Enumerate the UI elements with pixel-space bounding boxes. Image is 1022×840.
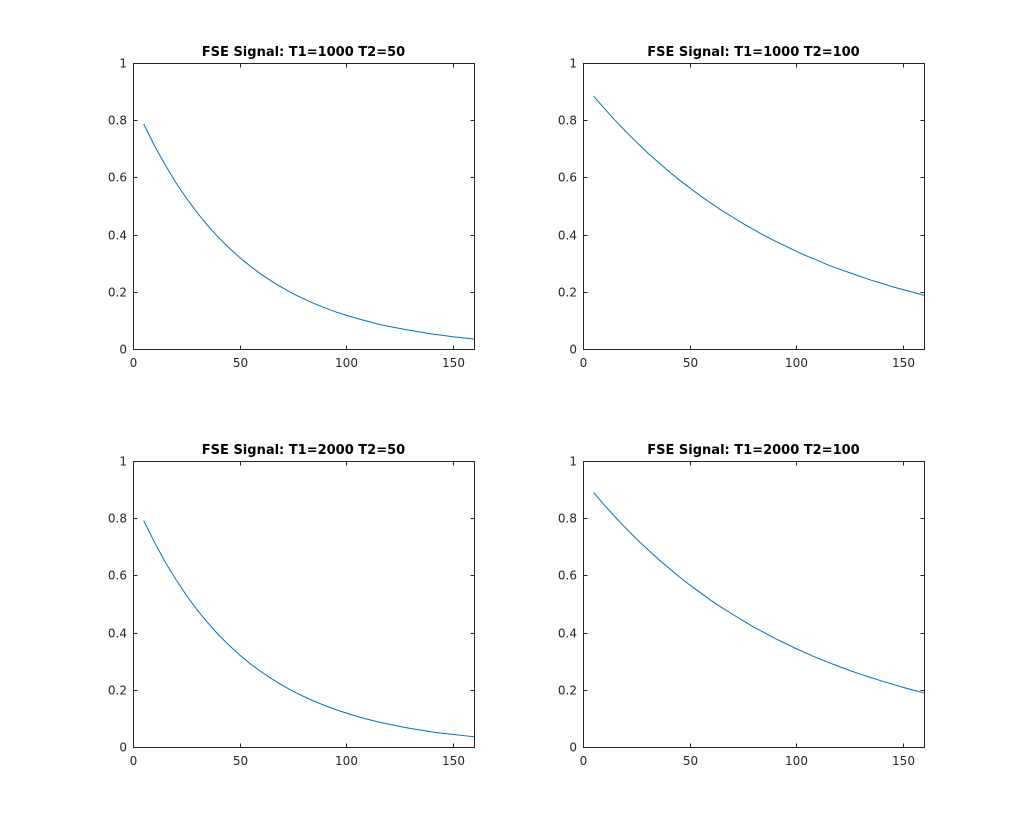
x-tick-label: 150 xyxy=(892,356,915,370)
axes-box xyxy=(133,461,475,748)
y-tick-label: 1 xyxy=(569,57,577,71)
panel-4: 0 50 100 150 0 0.2 0.4 0.6 0.8 1 FSE Signal: T1=20… xyxy=(558,443,925,768)
panel-title: FSE Signal: T1=1000 T2=50 xyxy=(202,45,405,60)
y-tick-label: 0.6 xyxy=(558,569,577,583)
y-tick-label: 0 xyxy=(569,343,577,357)
panel-2: 0 50 100 150 0 0.2 0.4 0.6 0.8 1 FSE Signal: T1=10… xyxy=(558,45,925,370)
x-tick-label: 150 xyxy=(442,356,465,370)
y-tick-label: 0.8 xyxy=(108,114,127,128)
y-tick-label: 0.6 xyxy=(108,569,127,583)
y-tick-label: 0.4 xyxy=(558,229,577,243)
y-tick-label: 0.8 xyxy=(108,512,127,526)
series-line-1 xyxy=(593,492,925,694)
x-tick-label: 100 xyxy=(785,356,808,370)
panel-3: 0 50 100 150 0 0.2 0.4 0.6 0.8 1 FSE Signal: T1=20… xyxy=(108,443,475,768)
y-tick-label: 0.6 xyxy=(108,171,127,185)
y-tick-label: 0 xyxy=(569,741,577,755)
y-tick-label: 0.8 xyxy=(558,512,577,526)
x-tick-label: 100 xyxy=(335,356,358,370)
y-tick-label: 0 xyxy=(119,343,127,357)
x-tick-label: 100 xyxy=(335,754,358,768)
y-tick-label: 0.2 xyxy=(558,684,577,698)
x-tick-label: 0 xyxy=(580,356,588,370)
x-tick-label: 50 xyxy=(683,754,698,768)
x-tick-label: 0 xyxy=(580,754,588,768)
y-tick-label: 0.6 xyxy=(558,171,577,185)
x-tick-label: 50 xyxy=(233,356,248,370)
series-line-1 xyxy=(593,95,925,296)
y-tick-label: 0.4 xyxy=(108,229,127,243)
x-tick-label: 100 xyxy=(785,754,808,768)
y-tick-label: 0.2 xyxy=(108,286,127,300)
series-line-1 xyxy=(143,520,475,738)
panel-title: FSE Signal: T1=1000 T2=100 xyxy=(647,45,859,60)
axes-box xyxy=(133,63,475,350)
y-tick-label: 0.2 xyxy=(108,684,127,698)
y-tick-label: 1 xyxy=(119,455,127,469)
y-tick-label: 0.4 xyxy=(108,627,127,641)
y-tick-label: 1 xyxy=(119,57,127,71)
x-tick-label: 150 xyxy=(442,754,465,768)
axes-box xyxy=(583,461,925,748)
y-tick-label: 1 xyxy=(569,455,577,469)
y-tick-label: 0.8 xyxy=(558,114,577,128)
panel-title: FSE Signal: T1=2000 T2=50 xyxy=(202,443,405,458)
y-tick-label: 0.2 xyxy=(558,286,577,300)
y-tick-label: 0 xyxy=(119,741,127,755)
x-tick-label: 150 xyxy=(892,754,915,768)
x-tick-label: 50 xyxy=(233,754,248,768)
x-tick-label: 0 xyxy=(130,754,138,768)
x-tick-label: 0 xyxy=(130,356,138,370)
series-line-1 xyxy=(143,123,475,340)
y-tick-label: 0.4 xyxy=(558,627,577,641)
panel-1: 0 50 100 150 0 0.2 0.4 0.6 0.8 1 FSE Signal: T1=10… xyxy=(108,45,475,370)
x-tick-label: 50 xyxy=(683,356,698,370)
axes-box xyxy=(583,63,925,350)
panel-title: FSE Signal: T1=2000 T2=100 xyxy=(647,443,859,458)
